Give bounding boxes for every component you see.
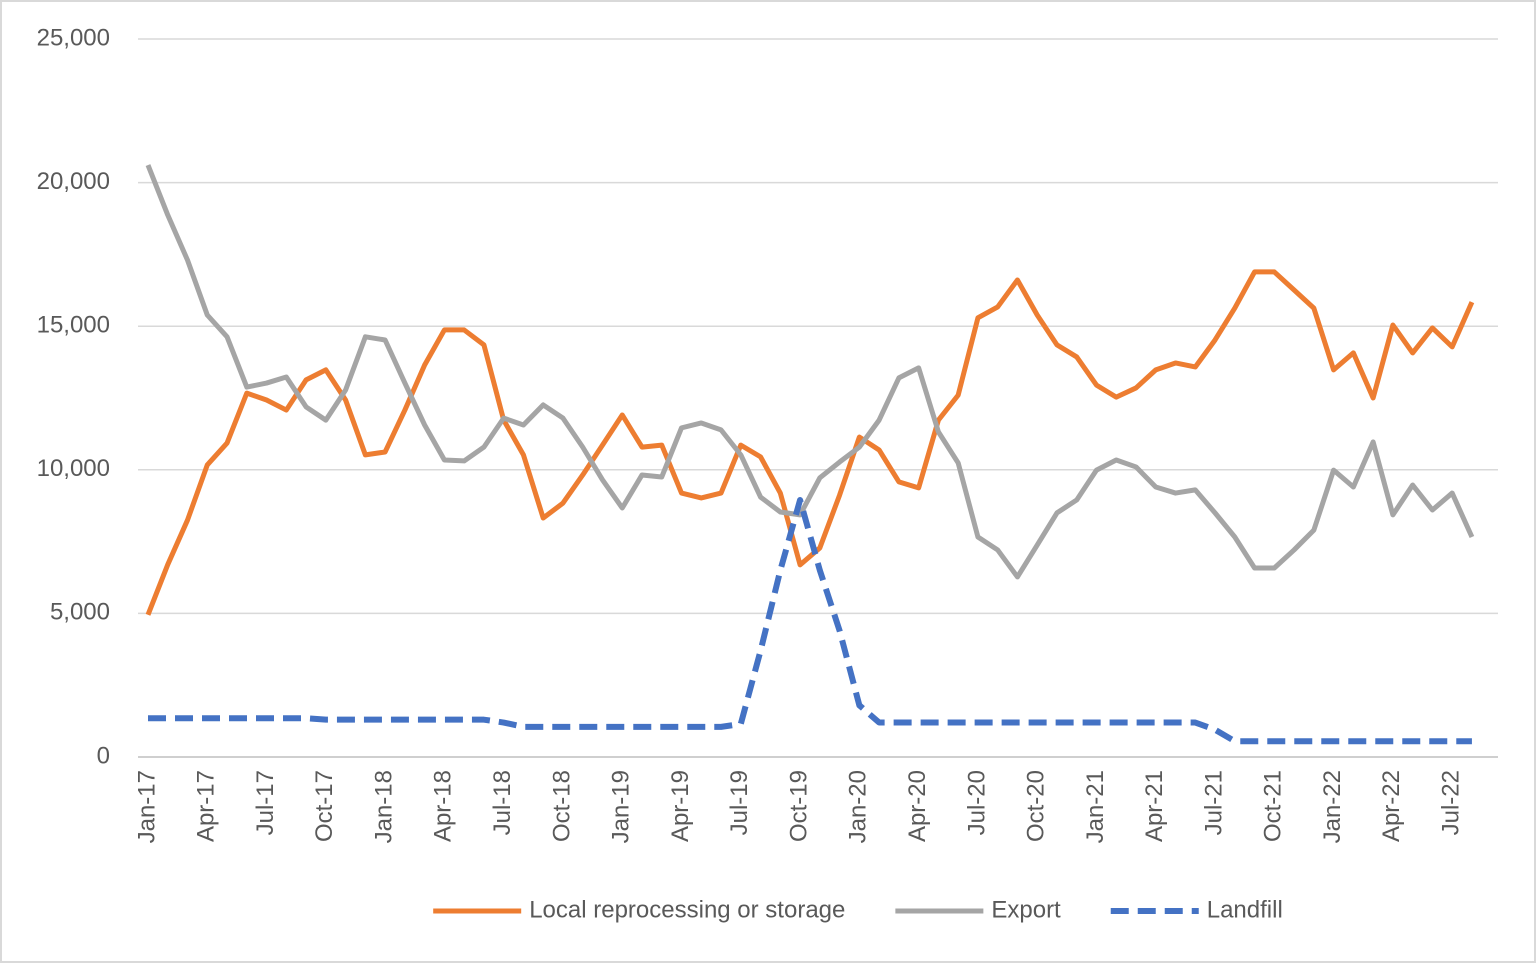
y-tick-label: 10,000 (37, 455, 110, 482)
data-line (145, 269, 1475, 616)
y-tick-label: 0 (97, 742, 110, 769)
legend-label: Export (991, 896, 1061, 923)
x-tick-label: Jul-20 (963, 770, 990, 835)
y-tick-label: 25,000 (37, 24, 110, 51)
x-tick-label: Apr-21 (1141, 770, 1168, 842)
x-tick-label: Oct-19 (785, 770, 812, 842)
x-tick-label: Jul-22 (1438, 770, 1465, 835)
x-tick-label: Jul-17 (252, 770, 279, 835)
x-tick-label: Jan-19 (608, 770, 635, 843)
x-tick-label: Apr-22 (1378, 770, 1405, 842)
x-tick-label: Apr-19 (667, 770, 694, 842)
x-tick-label: Apr-18 (430, 770, 457, 842)
x-tick-label: Jan-18 (370, 770, 397, 843)
legend-label: Local reprocessing or storage (529, 896, 845, 923)
data-line (148, 496, 1472, 745)
x-tick-label: Oct-20 (1023, 770, 1050, 842)
x-tick-label: Jul-19 (726, 770, 753, 835)
y-tick-label: 20,000 (37, 168, 110, 195)
x-tick-label: Oct-21 (1260, 770, 1287, 842)
x-tick-label: Oct-18 (548, 770, 575, 842)
y-tick-label: 15,000 (37, 312, 110, 339)
x-tick-label: Jan-20 (845, 770, 872, 843)
data-line (145, 164, 1475, 580)
x-tick-label: Jul-21 (1200, 770, 1227, 835)
x-tick-label: Oct-17 (311, 770, 338, 842)
x-tick-label: Jan-22 (1319, 770, 1346, 843)
x-tick-label: Jul-18 (489, 770, 516, 835)
legend-label: Landfill (1207, 896, 1283, 923)
x-tick-label: Apr-20 (904, 770, 931, 842)
x-tick-label: Apr-17 (193, 770, 220, 842)
x-tick-label: Jan-21 (1082, 770, 1109, 843)
y-tick-label: 5,000 (50, 599, 110, 626)
x-tick-label: Jan-17 (133, 770, 160, 843)
